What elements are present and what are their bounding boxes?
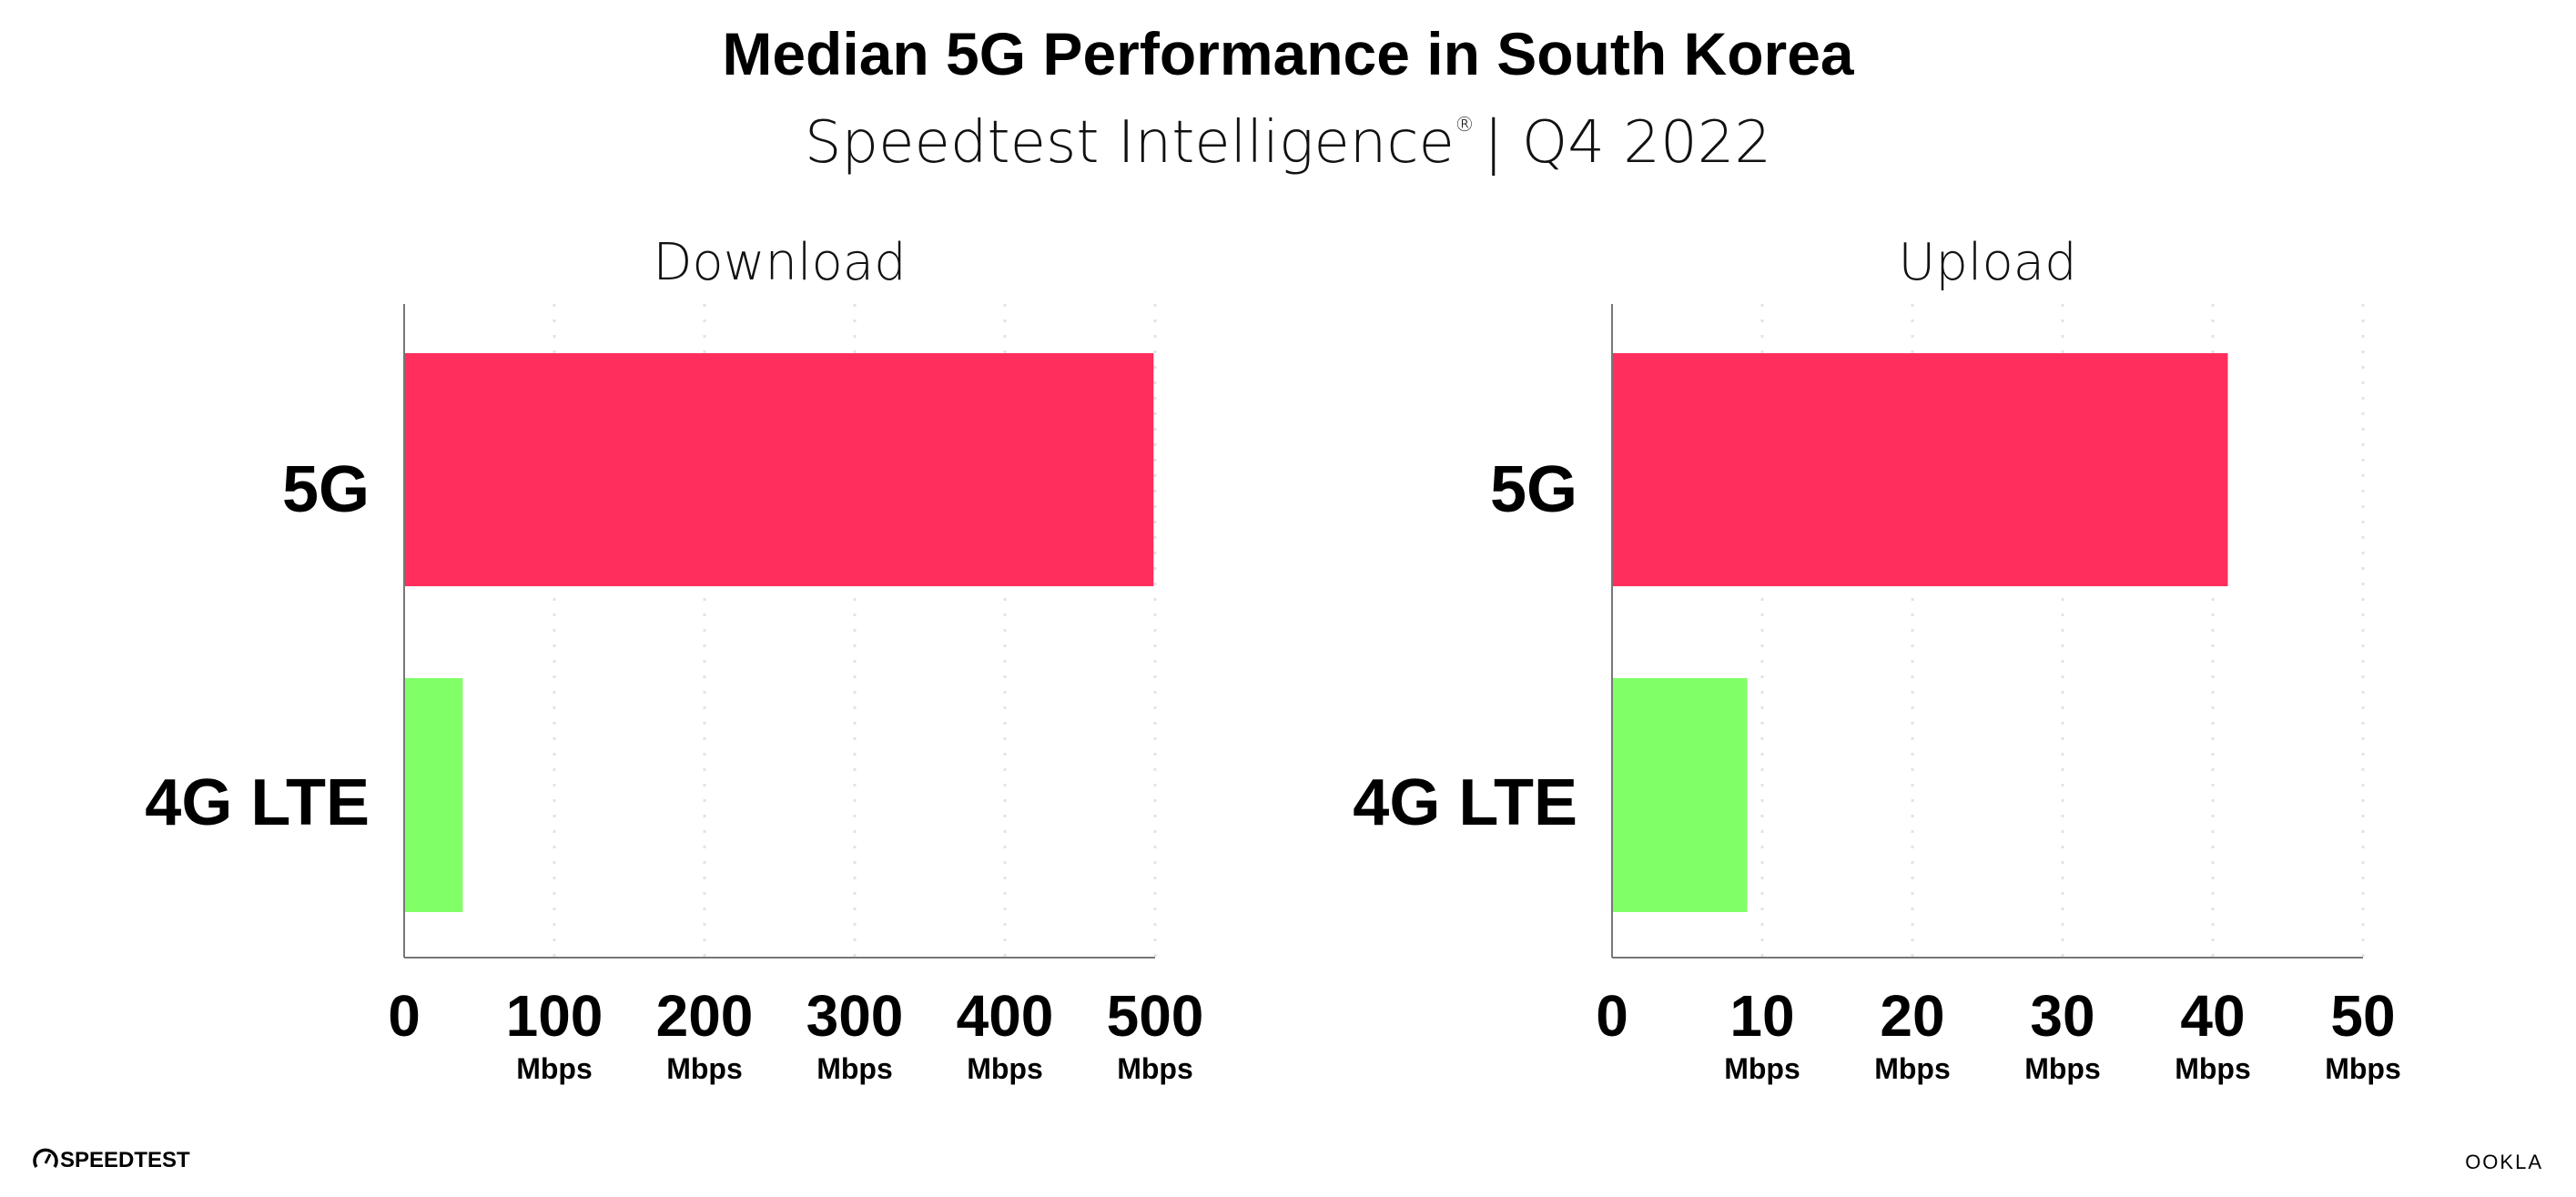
chart-title: Median 5G Performance in South Korea (722, 20, 1855, 87)
bar-5g (1612, 353, 2228, 586)
bar-4g-lte (1612, 678, 1748, 912)
tick-unit: Mbps (2325, 1052, 2401, 1085)
tick-label: 10 (1729, 983, 1794, 1049)
tick-unit: Mbps (1117, 1052, 1193, 1085)
bar-4g-lte (404, 678, 463, 912)
ookla-logo: OOKLA (2465, 1151, 2543, 1173)
tick-label: 500 (1107, 983, 1204, 1049)
panel-title: Upload (1898, 233, 2076, 292)
tick-label: 200 (656, 983, 754, 1049)
category-label: 4G LTE (145, 766, 370, 839)
tick-label: 40 (2180, 983, 2245, 1049)
category-label: 5G (1490, 453, 1577, 526)
panel-title: Download (653, 233, 906, 292)
tick-label: 20 (1880, 983, 1944, 1049)
tick-label: 30 (2030, 983, 2094, 1049)
subtitle-period: | Q4 2022 (1484, 109, 1771, 177)
speedtest-wordmark: SPEEDTEST (60, 1148, 190, 1172)
subtitle-source: Speedtest Intelligence (805, 109, 1455, 177)
tick-unit: Mbps (816, 1052, 893, 1085)
bar-5g (404, 353, 1154, 586)
chart-subtitle: Speedtest Intelligence® | Q4 2022 (805, 109, 1771, 177)
speedometer-icon (33, 1148, 58, 1168)
tick-label: 0 (388, 983, 421, 1049)
tick-unit: Mbps (2175, 1052, 2251, 1085)
tick-unit: Mbps (967, 1052, 1043, 1085)
tick-label: 300 (806, 983, 904, 1049)
tick-unit: Mbps (2024, 1052, 2101, 1085)
category-label: 4G LTE (1353, 766, 1577, 839)
speedtest-logo: SPEEDTEST (33, 1148, 190, 1172)
tick-label: 50 (2330, 983, 2395, 1049)
tick-label: 400 (957, 983, 1054, 1049)
tick-unit: Mbps (1724, 1052, 1800, 1085)
tick-unit: Mbps (1874, 1052, 1951, 1085)
tick-unit: Mbps (666, 1052, 743, 1085)
category-label: 5G (282, 453, 370, 526)
registered-mark: ® (1455, 114, 1475, 137)
tick-label: 100 (506, 983, 603, 1049)
tick-unit: Mbps (516, 1052, 593, 1085)
tick-label: 0 (1596, 983, 1628, 1049)
